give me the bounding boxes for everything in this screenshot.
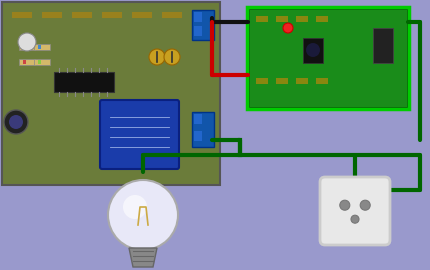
Bar [38,45,41,49]
Circle shape [4,110,28,134]
Bar [42,12,62,18]
Bar [72,12,92,18]
Circle shape [18,33,36,51]
FancyBboxPatch shape [248,8,408,108]
Polygon shape [129,248,157,267]
Circle shape [351,215,359,223]
Bar [34,59,50,65]
Bar [194,26,202,36]
Bar [162,12,182,18]
Bar [316,16,328,22]
Bar [38,60,41,64]
Bar [19,59,35,65]
Bar [23,45,26,49]
Bar [296,16,308,22]
Bar [296,78,308,84]
Circle shape [283,23,293,33]
Bar [276,16,288,22]
Bar [102,12,122,18]
Bar [276,78,288,84]
Bar [373,28,393,63]
Circle shape [123,195,147,219]
Bar [192,112,214,147]
Bar [132,12,152,18]
Bar [19,44,35,50]
Bar [256,78,268,84]
Bar [194,114,202,124]
Bar [316,78,328,84]
Bar [194,12,202,22]
Bar [256,16,268,22]
FancyBboxPatch shape [2,2,220,185]
Circle shape [149,49,165,65]
Circle shape [164,49,180,65]
Bar [192,10,214,40]
Bar [194,131,202,141]
Circle shape [360,200,370,210]
FancyBboxPatch shape [320,177,390,245]
Bar [23,60,26,64]
Bar [54,72,114,92]
Circle shape [340,200,350,210]
Circle shape [9,115,23,129]
Bar [303,38,323,63]
Circle shape [306,43,320,57]
Bar [12,12,32,18]
Bar [34,44,50,50]
FancyBboxPatch shape [100,100,179,169]
Circle shape [108,180,178,250]
